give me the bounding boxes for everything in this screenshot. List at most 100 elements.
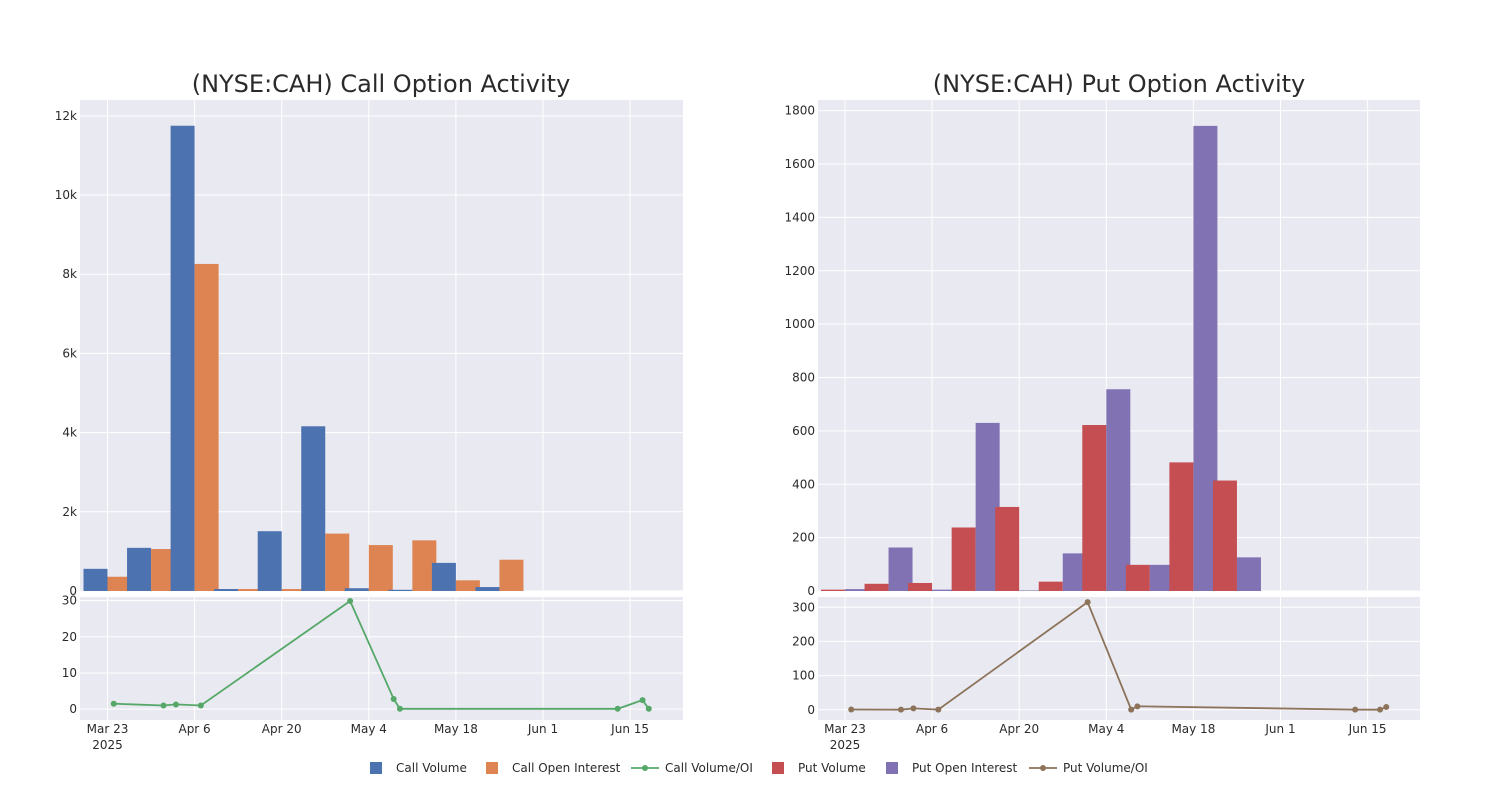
put-option-panel: (NYSE:CAH) Put Option Activity 0 200 400 60… (784, 70, 1420, 752)
bar-put-open-interest (1019, 590, 1044, 591)
ratio-y-tick-label: 100 (792, 669, 815, 683)
ratio-y-tick-label: 30 (62, 594, 77, 608)
bar-put-volume (951, 527, 976, 591)
bar-call-volume (127, 547, 152, 591)
ratio-point-put-volume-oi (1383, 704, 1390, 711)
ratio-y-tick-label: 0 (807, 703, 815, 717)
bar-call-volume (301, 426, 326, 591)
bar-call-open-interest (325, 533, 350, 591)
bar-call-volume (170, 125, 195, 591)
y-tick-label: 4k (62, 426, 77, 440)
ratio-y-tick-label: 200 (792, 634, 815, 648)
bar-call-volume (83, 568, 108, 591)
x-tick-label: May 4 (351, 722, 387, 736)
y-tick-label: 600 (792, 424, 815, 438)
y-tick-label: 1200 (784, 264, 815, 278)
bar-put-volume (821, 589, 845, 591)
ratio-point-call-volume-oi (347, 597, 354, 604)
ratio-plot-background (818, 597, 1420, 720)
ratio-y-tick-label: 0 (69, 702, 77, 716)
x-tick-label: Jun 15 (610, 722, 649, 736)
legend-swatch-put-open-interest (886, 762, 898, 774)
put-chart-area: 0 200 400 600 800 1000 1200 1400 1600 1800 0 100 200… (784, 100, 1420, 752)
ratio-y-tick-label: 20 (62, 630, 77, 644)
x-tick-label: Jun 1 (527, 722, 558, 736)
ratio-line-put-volume-oi (851, 600, 1387, 711)
bar-call-open-interest (281, 589, 306, 591)
bar-call-volume (214, 589, 239, 591)
call-chart-area: 0 2k 4k 6k 8k 10k 12k 0 10 20 30 Mar 23 Apr 6 Apr 20 M… (55, 100, 683, 752)
x-tick-label: May 4 (1088, 722, 1124, 736)
bar-call-volume (257, 531, 282, 591)
y-tick-label: 6k (62, 346, 77, 360)
y-tick-label: 1000 (784, 317, 815, 331)
ratio-point-call-volume-oi (172, 701, 179, 708)
x-tick-label: Mar 23 (87, 722, 129, 736)
legend-label-call-volume-oi: Call Volume/OI (665, 761, 753, 775)
put-chart-title: (NYSE:CAH) Put Option Activity (933, 70, 1305, 98)
legend-label-call-volume: Call Volume (396, 761, 467, 775)
y-tick-label: 1800 (784, 104, 815, 118)
x-tick-label: Apr 6 (178, 722, 210, 736)
bar-call-open-interest (107, 576, 132, 591)
y-tick-label: 400 (792, 477, 815, 491)
bar-put-volume (1212, 480, 1237, 591)
bar-put-volume (864, 583, 889, 591)
main-plot-background (80, 100, 683, 591)
ratio-point-put-volume-oi (897, 706, 904, 713)
bar-put-open-interest (1106, 389, 1131, 591)
bar-call-volume (388, 589, 413, 591)
x-tick-year-label: 2025 (830, 738, 861, 752)
legend-label-put-open-interest: Put Open Interest (912, 761, 1018, 775)
y-tick-label: 0 (69, 584, 77, 598)
legend-swatch-put-volume (772, 762, 784, 774)
ratio-point-call-volume-oi (197, 702, 204, 709)
legend-label-call-open-interest: Call Open Interest (512, 761, 621, 775)
ratio-y-tick-label: 300 (792, 600, 815, 614)
ratio-point-call-volume-oi (390, 696, 397, 703)
ratio-point-put-volume-oi (1352, 706, 1359, 713)
x-tick-label: May 18 (1171, 722, 1215, 736)
bar-call-open-interest (368, 545, 393, 591)
ratio-plot-background (80, 597, 683, 720)
x-tick-label: Mar 23 (824, 722, 866, 736)
bar-call-volume (475, 587, 500, 591)
x-tick-label: May 18 (434, 722, 478, 736)
x-tick-label: Apr 6 (916, 722, 948, 736)
y-tick-label: 200 (792, 531, 815, 545)
ratio-point-call-volume-oi (396, 705, 403, 712)
ratio-point-call-volume-oi (645, 705, 652, 712)
chart-legend: Call Volume Call Open Interest Call Volume… (370, 761, 1148, 775)
legend-marker-call-volume-oi (642, 765, 648, 771)
bar-put-volume (1169, 462, 1194, 591)
ratio-point-put-volume-oi (1377, 706, 1384, 713)
bar-call-open-interest (238, 589, 263, 591)
y-tick-label: 0 (807, 584, 815, 598)
y-tick-label: 2k (62, 505, 77, 519)
bar-call-open-interest (194, 263, 219, 591)
bar-put-open-interest (1236, 557, 1261, 591)
ratio-point-put-volume-oi (1128, 706, 1135, 713)
ratio-y-tick-label: 10 (62, 666, 77, 680)
x-tick-label: Jun 15 (1348, 722, 1387, 736)
x-tick-year-label: 2025 (92, 738, 123, 752)
legend-swatch-call-open-interest (486, 762, 498, 774)
y-tick-label: 12k (55, 109, 77, 123)
y-tick-label: 10k (55, 188, 77, 202)
ratio-point-call-volume-oi (639, 697, 646, 704)
bar-call-open-interest (455, 580, 480, 591)
ratio-point-put-volume-oi (1134, 703, 1141, 710)
x-tick-label: Apr 20 (999, 722, 1039, 736)
bar-call-volume (344, 588, 369, 591)
ratio-point-put-volume-oi (935, 706, 942, 713)
x-tick-label: Jun 1 (1264, 722, 1295, 736)
ratio-point-call-volume-oi (614, 705, 621, 712)
y-tick-label: 800 (792, 371, 815, 385)
bar-put-open-interest (932, 589, 957, 591)
y-tick-label: 1600 (784, 157, 815, 171)
legend-label-put-volume: Put Volume (798, 761, 866, 775)
bar-call-open-interest (499, 559, 524, 591)
bar-put-open-interest (845, 589, 869, 591)
bar-put-volume (1082, 425, 1107, 591)
